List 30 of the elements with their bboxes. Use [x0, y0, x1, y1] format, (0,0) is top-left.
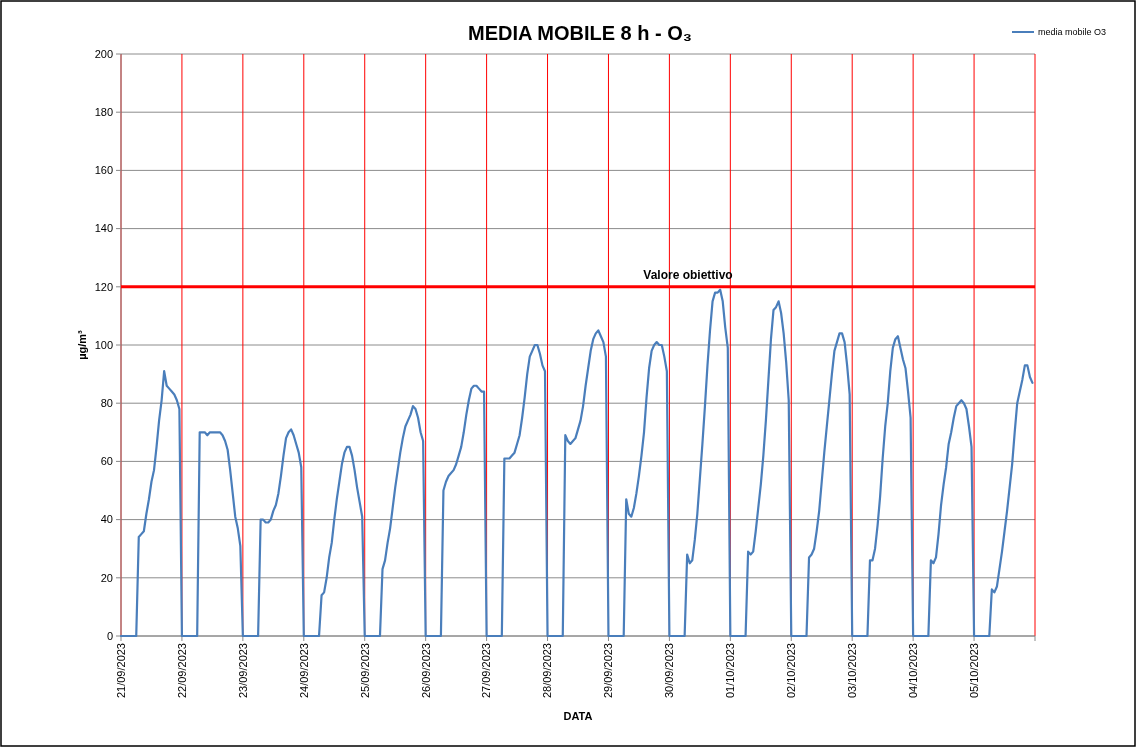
x-tick-label: 28/09/2023 [541, 643, 554, 699]
x-tick-label: 26/09/2023 [419, 643, 432, 699]
y-tick-label: 140 [94, 222, 113, 235]
y-tick-label: 40 [100, 513, 113, 526]
x-tick-label: 27/09/2023 [480, 643, 493, 699]
y-tick-label: 60 [100, 455, 113, 468]
x-axis-title: DATA [563, 710, 593, 722]
x-tick-label: 05/10/2023 [967, 643, 980, 699]
y-tick-label: 200 [94, 47, 113, 60]
x-tick-label: 02/10/2023 [785, 643, 798, 699]
y-axis-title: µg/m³ [76, 329, 88, 360]
y-tick-label: 20 [100, 571, 113, 584]
y-tick-label: 80 [100, 397, 113, 410]
x-tick-label: 21/09/2023 [114, 643, 127, 699]
y-tick-label: 100 [94, 338, 113, 351]
x-tick-label: 03/10/2023 [846, 643, 859, 699]
x-tick-label: 01/10/2023 [724, 643, 737, 699]
x-tick-label: 04/10/2023 [906, 643, 919, 699]
y-tick-label: 160 [94, 164, 113, 177]
x-tick-label: 30/09/2023 [663, 643, 676, 699]
legend-label: media mobile O3 [1038, 27, 1107, 38]
x-tick-label: 24/09/2023 [297, 643, 310, 699]
y-tick-label: 120 [94, 280, 113, 293]
x-tick-label: 25/09/2023 [358, 643, 371, 699]
x-tick-label: 23/09/2023 [236, 643, 249, 699]
chart-title: MEDIA MOBILE 8 h - O₃ [467, 22, 693, 44]
x-tick-label: 22/09/2023 [175, 643, 188, 699]
y-tick-label: 0 [106, 629, 113, 642]
y-tick-label: 180 [94, 106, 113, 119]
x-tick-label: 29/09/2023 [602, 643, 615, 699]
